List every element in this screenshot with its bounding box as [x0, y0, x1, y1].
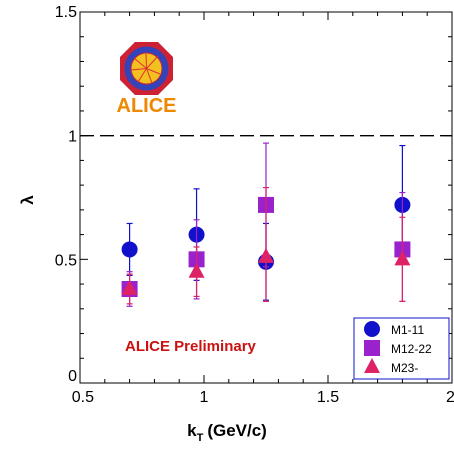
plot-frame — [79, 11, 453, 384]
data-point — [121, 280, 138, 296]
legend-marker — [364, 358, 380, 373]
series-m23- — [121, 187, 411, 305]
legend-label: M23- — [391, 361, 418, 375]
alice-logo-text: ALICE — [117, 95, 177, 117]
x-axis-title: kT (GeV/c) — [187, 421, 267, 444]
x-tick-label: 1 — [200, 389, 209, 406]
y-tick-label: 1 — [68, 129, 77, 146]
legend: M1-11 M12-22 M23- — [353, 317, 450, 380]
x-tick-label: 1.5 — [317, 389, 339, 406]
data-point — [258, 247, 274, 263]
x-tick-label: 2 — [446, 389, 454, 406]
alice-logo-ring — [124, 46, 169, 91]
x-axis-title-unit: (GeV/c) — [207, 421, 267, 440]
data-point — [188, 262, 205, 278]
data-point — [394, 250, 411, 266]
x-axis-title-subscript: T — [197, 432, 204, 444]
legend-marker — [364, 340, 380, 356]
axes-layer: 0.5 1 1.5 2 0 0.5 1 1.5 — [55, 4, 454, 406]
marks-layer — [121, 142, 411, 307]
x-tick-label: 0.5 — [72, 389, 94, 406]
y-tick-label: 0 — [68, 368, 77, 385]
x-axis-title-main: k — [187, 421, 197, 440]
legend-label: M1-11 — [391, 323, 424, 337]
data-point — [121, 241, 138, 258]
y-tick-label: 1.5 — [55, 4, 77, 21]
alice-logo-tracks — [130, 53, 161, 84]
y-axis-title: λ — [18, 195, 37, 205]
alice-logo: ALICE — [117, 42, 177, 117]
y-tick-label: 0.5 — [55, 252, 77, 269]
preliminary-annotation: ALICE Preliminary — [125, 338, 257, 355]
legend-label: M12-22 — [391, 342, 432, 356]
legend-marker — [364, 321, 380, 337]
